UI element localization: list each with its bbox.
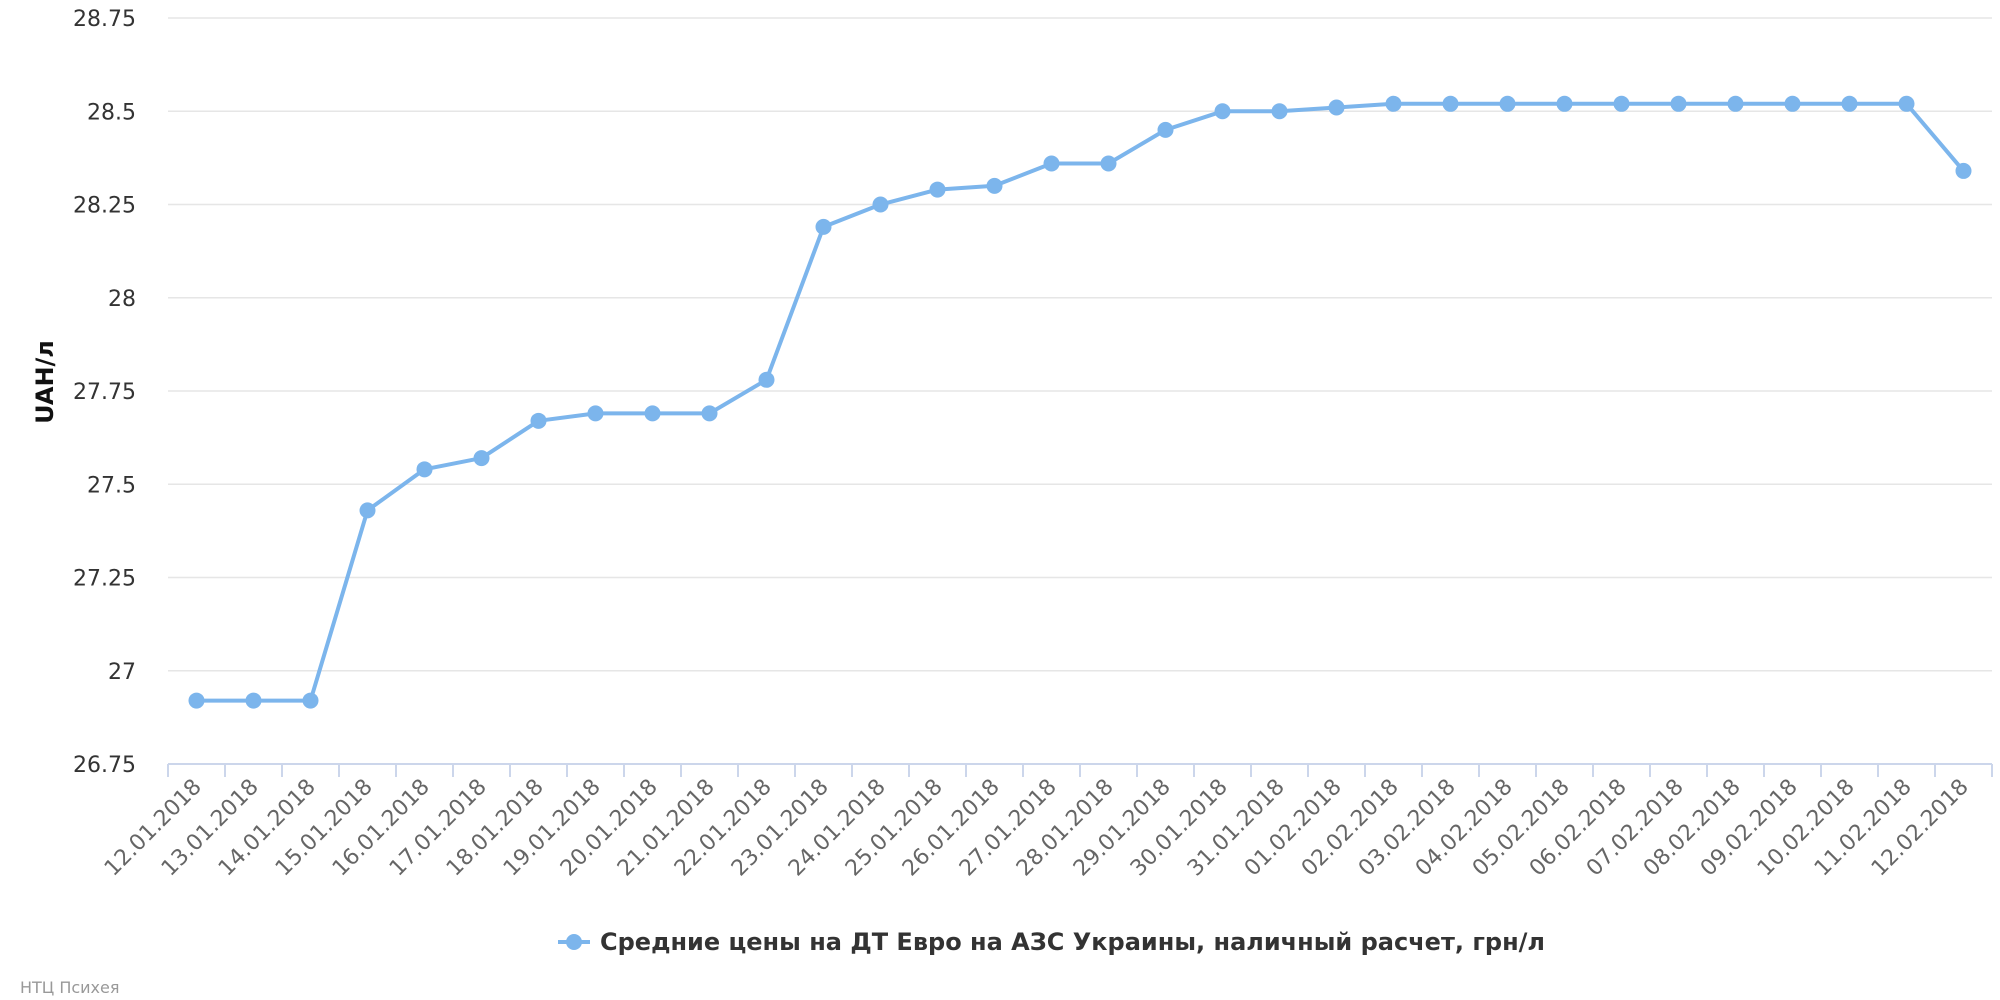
data-point[interactable] (1499, 95, 1516, 112)
y-tick-label: 28.25 (73, 194, 136, 219)
data-point[interactable] (1043, 155, 1060, 172)
data-point[interactable] (530, 412, 547, 429)
y-tick-label: 28 (108, 287, 136, 312)
series-points (188, 95, 1972, 709)
data-point[interactable] (701, 405, 718, 422)
data-point[interactable] (359, 502, 376, 519)
data-point[interactable] (929, 181, 946, 198)
data-point[interactable] (473, 450, 490, 467)
legend-series-marker (566, 934, 582, 950)
y-axis-ticks: 26.75 27 27.25 27.5 27.75 28 28.25 28.5 28.75 (73, 7, 136, 778)
x-tick-label: 12.01.2018 (100, 775, 207, 882)
data-point[interactable] (1271, 103, 1288, 120)
data-point[interactable] (1442, 95, 1459, 112)
data-point[interactable] (302, 692, 319, 709)
series-line (196, 101, 1966, 703)
data-point[interactable] (986, 177, 1003, 194)
data-point[interactable] (1898, 95, 1915, 112)
y-tick-label: 27.75 (73, 380, 136, 405)
data-point[interactable] (1727, 95, 1744, 112)
y-tick-label: 28.75 (73, 7, 136, 32)
y-tick-label: 26.75 (73, 753, 136, 778)
data-point[interactable] (1556, 95, 1573, 112)
legend[interactable]: Средние цены на ДТ Евро на АЗС Украины, … (558, 928, 1545, 956)
data-point[interactable] (815, 218, 832, 235)
y-tick-label: 27 (108, 660, 136, 685)
data-point[interactable] (758, 371, 775, 388)
data-point[interactable] (188, 692, 205, 709)
y-axis-title: UAH/л (31, 340, 59, 424)
data-point[interactable] (1385, 95, 1402, 112)
data-point[interactable] (872, 196, 889, 213)
grid-lines (168, 17, 1992, 672)
x-axis-ticks: 12.01.201813.01.201814.01.201815.01.2018… (100, 764, 1993, 882)
data-point[interactable] (1328, 99, 1345, 116)
data-point[interactable] (1100, 155, 1117, 172)
data-point[interactable] (1784, 95, 1801, 112)
data-point[interactable] (1613, 95, 1630, 112)
legend-series-label: Средние цены на ДТ Евро на АЗС Украины, … (600, 928, 1545, 956)
data-point[interactable] (644, 405, 661, 422)
data-point[interactable] (1841, 95, 1858, 112)
y-tick-label: 27.5 (87, 473, 136, 498)
data-point[interactable] (587, 405, 604, 422)
credits-label[interactable]: НТЦ Психея (20, 978, 120, 997)
y-tick-label: 27.25 (73, 567, 136, 592)
data-point[interactable] (1214, 103, 1231, 120)
data-point[interactable] (416, 461, 433, 478)
data-point[interactable] (1157, 121, 1174, 138)
data-point[interactable] (1670, 95, 1687, 112)
y-tick-label: 28.5 (87, 100, 136, 125)
data-point[interactable] (1955, 162, 1972, 179)
data-point[interactable] (245, 692, 262, 709)
